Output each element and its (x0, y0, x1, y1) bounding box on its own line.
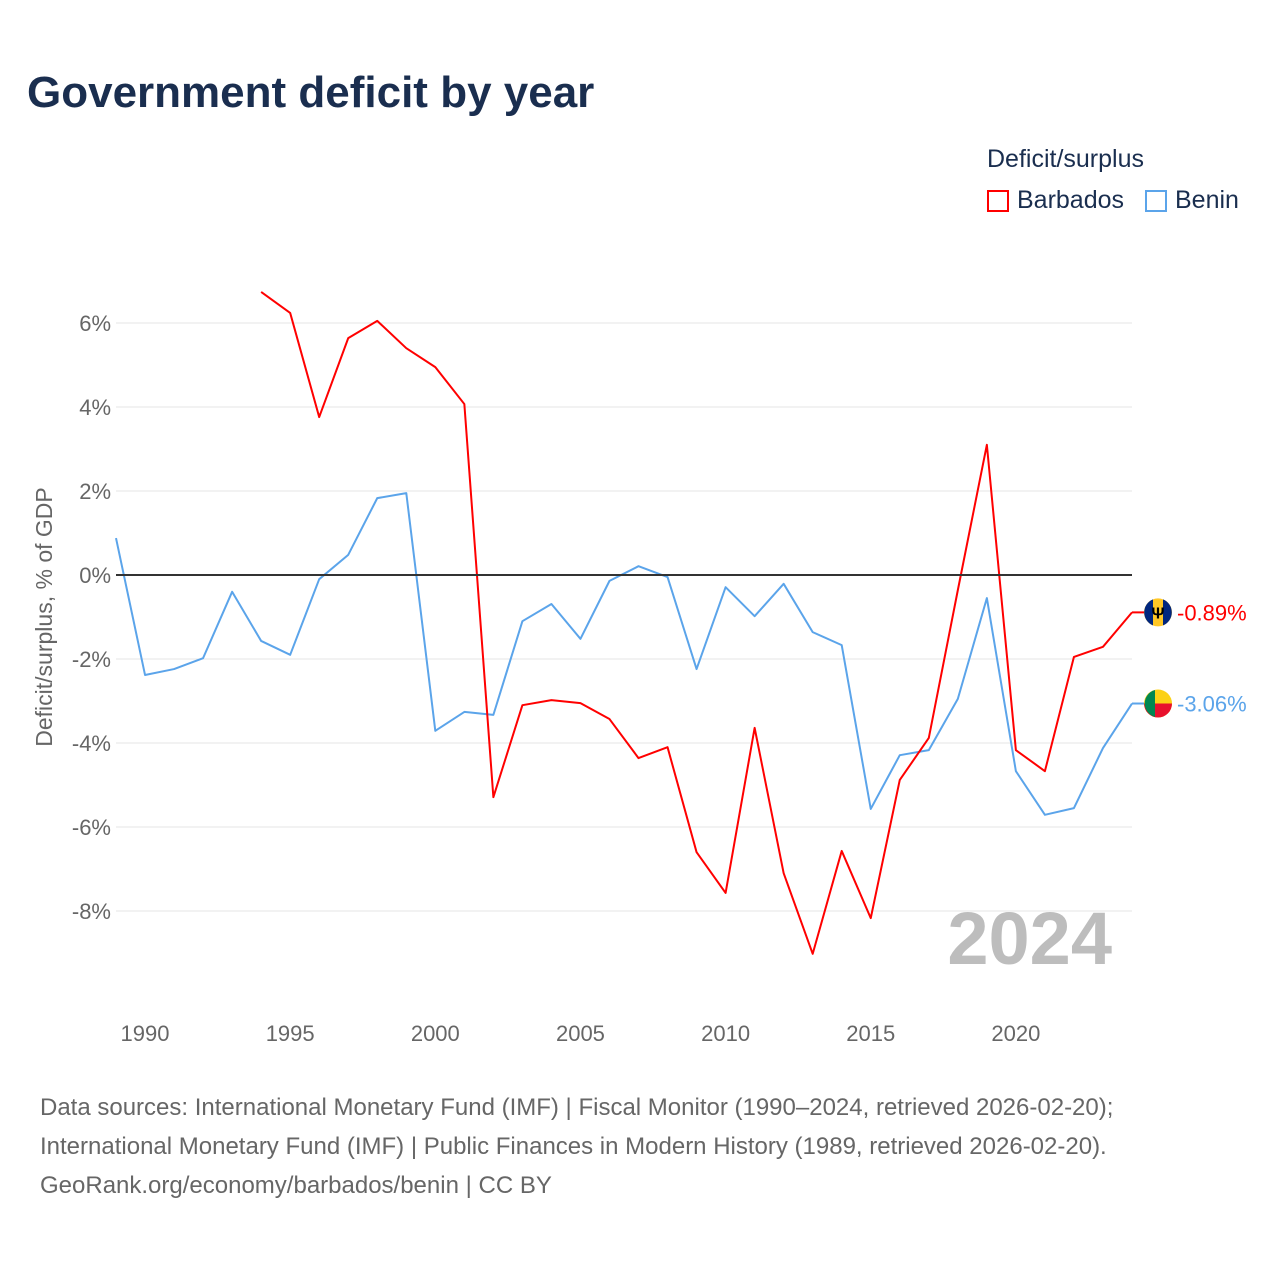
legend-title: Deficit/surplus (987, 145, 1144, 173)
y-tick-label: -2% (72, 647, 111, 672)
flag-benin-icon (1144, 690, 1155, 718)
y-tick-label: -6% (72, 815, 111, 840)
legend-swatch-barbados (987, 189, 1009, 212)
y-tick-label: 6% (79, 311, 111, 336)
series-line-benin (115, 492, 1133, 816)
flag-barbados-trident-icon: Ψ (1152, 605, 1165, 622)
x-tick-label: 2010 (701, 1021, 750, 1046)
y-tick-label: -8% (72, 899, 111, 924)
x-tick-label: 1990 (121, 1021, 170, 1046)
legend-item-barbados[interactable]: Barbados (987, 186, 1124, 215)
flag-barbados-icon (1144, 599, 1153, 626)
chart-title: Government deficit by year (27, 68, 595, 117)
year-watermark: 2024 (947, 897, 1112, 980)
source-line: International Monetary Fund (IMF) | Publ… (40, 1133, 1107, 1160)
legend-label-benin: Benin (1175, 186, 1239, 214)
series-line-barbados (260, 291, 1133, 955)
x-tick-label: 2005 (556, 1021, 605, 1046)
source-text: Data sources: International Monetary Fun… (40, 1088, 1113, 1205)
y-tick-label: -4% (72, 731, 111, 756)
flag-barbados-icon (1163, 599, 1172, 626)
x-tick-label: 2015 (846, 1021, 895, 1046)
x-tick-label: 2020 (991, 1021, 1040, 1046)
x-tick-label: 2000 (411, 1021, 460, 1046)
source-link[interactable]: GeoRank.org/economy/barbados/benin | CC … (40, 1172, 552, 1199)
legend-swatch-benin (1145, 189, 1167, 212)
x-tick-label: 1995 (266, 1021, 315, 1046)
y-axis-label: Deficit/surplus, % of GDP (31, 487, 57, 746)
legend-label-barbados: Barbados (1017, 186, 1125, 214)
end-value-label: -0.89% (1177, 600, 1247, 625)
y-tick-label: 4% (79, 395, 111, 420)
source-line: Data sources: International Monetary Fun… (40, 1094, 1114, 1121)
y-tick-label: 2% (79, 479, 111, 504)
y-tick-label: 0% (79, 563, 111, 588)
end-value-label: -3.06% (1177, 692, 1247, 717)
legend-item-benin[interactable]: Benin (1145, 186, 1239, 215)
